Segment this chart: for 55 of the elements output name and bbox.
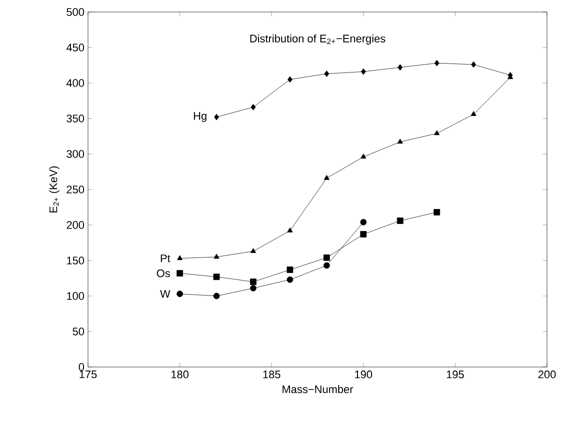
y-tick-label: 400 xyxy=(66,79,84,87)
point xyxy=(214,114,219,120)
x-axis-title: Mass−Number xyxy=(282,385,354,394)
point xyxy=(214,254,220,259)
point xyxy=(288,76,292,83)
point xyxy=(286,266,294,273)
point xyxy=(287,227,293,232)
y-tick-label: 50 xyxy=(72,328,84,336)
point xyxy=(360,68,366,75)
x-tick-label: 190 xyxy=(355,370,372,378)
y-tick-label: 0 xyxy=(78,363,84,371)
x-tick-label: 175 xyxy=(80,370,97,378)
point xyxy=(176,270,183,276)
point xyxy=(176,290,183,298)
y-axis-title: E$_{2+}$ (KeV) xyxy=(49,166,60,212)
point xyxy=(250,278,256,285)
point xyxy=(324,254,330,261)
text: Distribution of E$_{2+}$−Energies xyxy=(250,34,386,45)
point xyxy=(250,248,256,253)
point xyxy=(213,292,220,300)
series-label: Hg xyxy=(194,112,206,122)
point xyxy=(434,60,440,66)
y-tick-label: 250 xyxy=(66,186,84,194)
series-label: W xyxy=(160,290,170,298)
point xyxy=(398,64,403,71)
y-tick-label: 450 xyxy=(66,44,84,52)
y-tick-label: 100 xyxy=(67,292,84,300)
y-tick-label: 150 xyxy=(67,256,84,264)
x-tick-label: 195 xyxy=(446,370,464,378)
point xyxy=(250,285,256,292)
x-tick-label: 185 xyxy=(263,370,280,378)
series-label: Pt xyxy=(160,254,170,262)
point xyxy=(250,104,256,110)
point xyxy=(324,70,330,77)
y-tick-label: 350 xyxy=(66,114,84,122)
x-tick-label: 180 xyxy=(171,370,189,378)
point xyxy=(360,218,367,226)
point xyxy=(470,111,476,116)
point xyxy=(177,255,183,260)
point xyxy=(471,61,476,68)
y-tick-label: 500 xyxy=(66,8,84,16)
point xyxy=(324,174,330,180)
point xyxy=(286,276,294,283)
series-label: Os xyxy=(156,269,170,278)
point xyxy=(360,154,366,159)
y-tick-label: 200 xyxy=(66,221,84,229)
x-tick-label: 200 xyxy=(538,370,556,378)
point xyxy=(396,218,404,224)
point xyxy=(434,130,440,136)
point xyxy=(397,138,403,144)
y-tick-label: 300 xyxy=(66,150,84,158)
point xyxy=(324,262,330,269)
point xyxy=(434,209,440,216)
point xyxy=(213,274,220,280)
point xyxy=(360,231,367,238)
